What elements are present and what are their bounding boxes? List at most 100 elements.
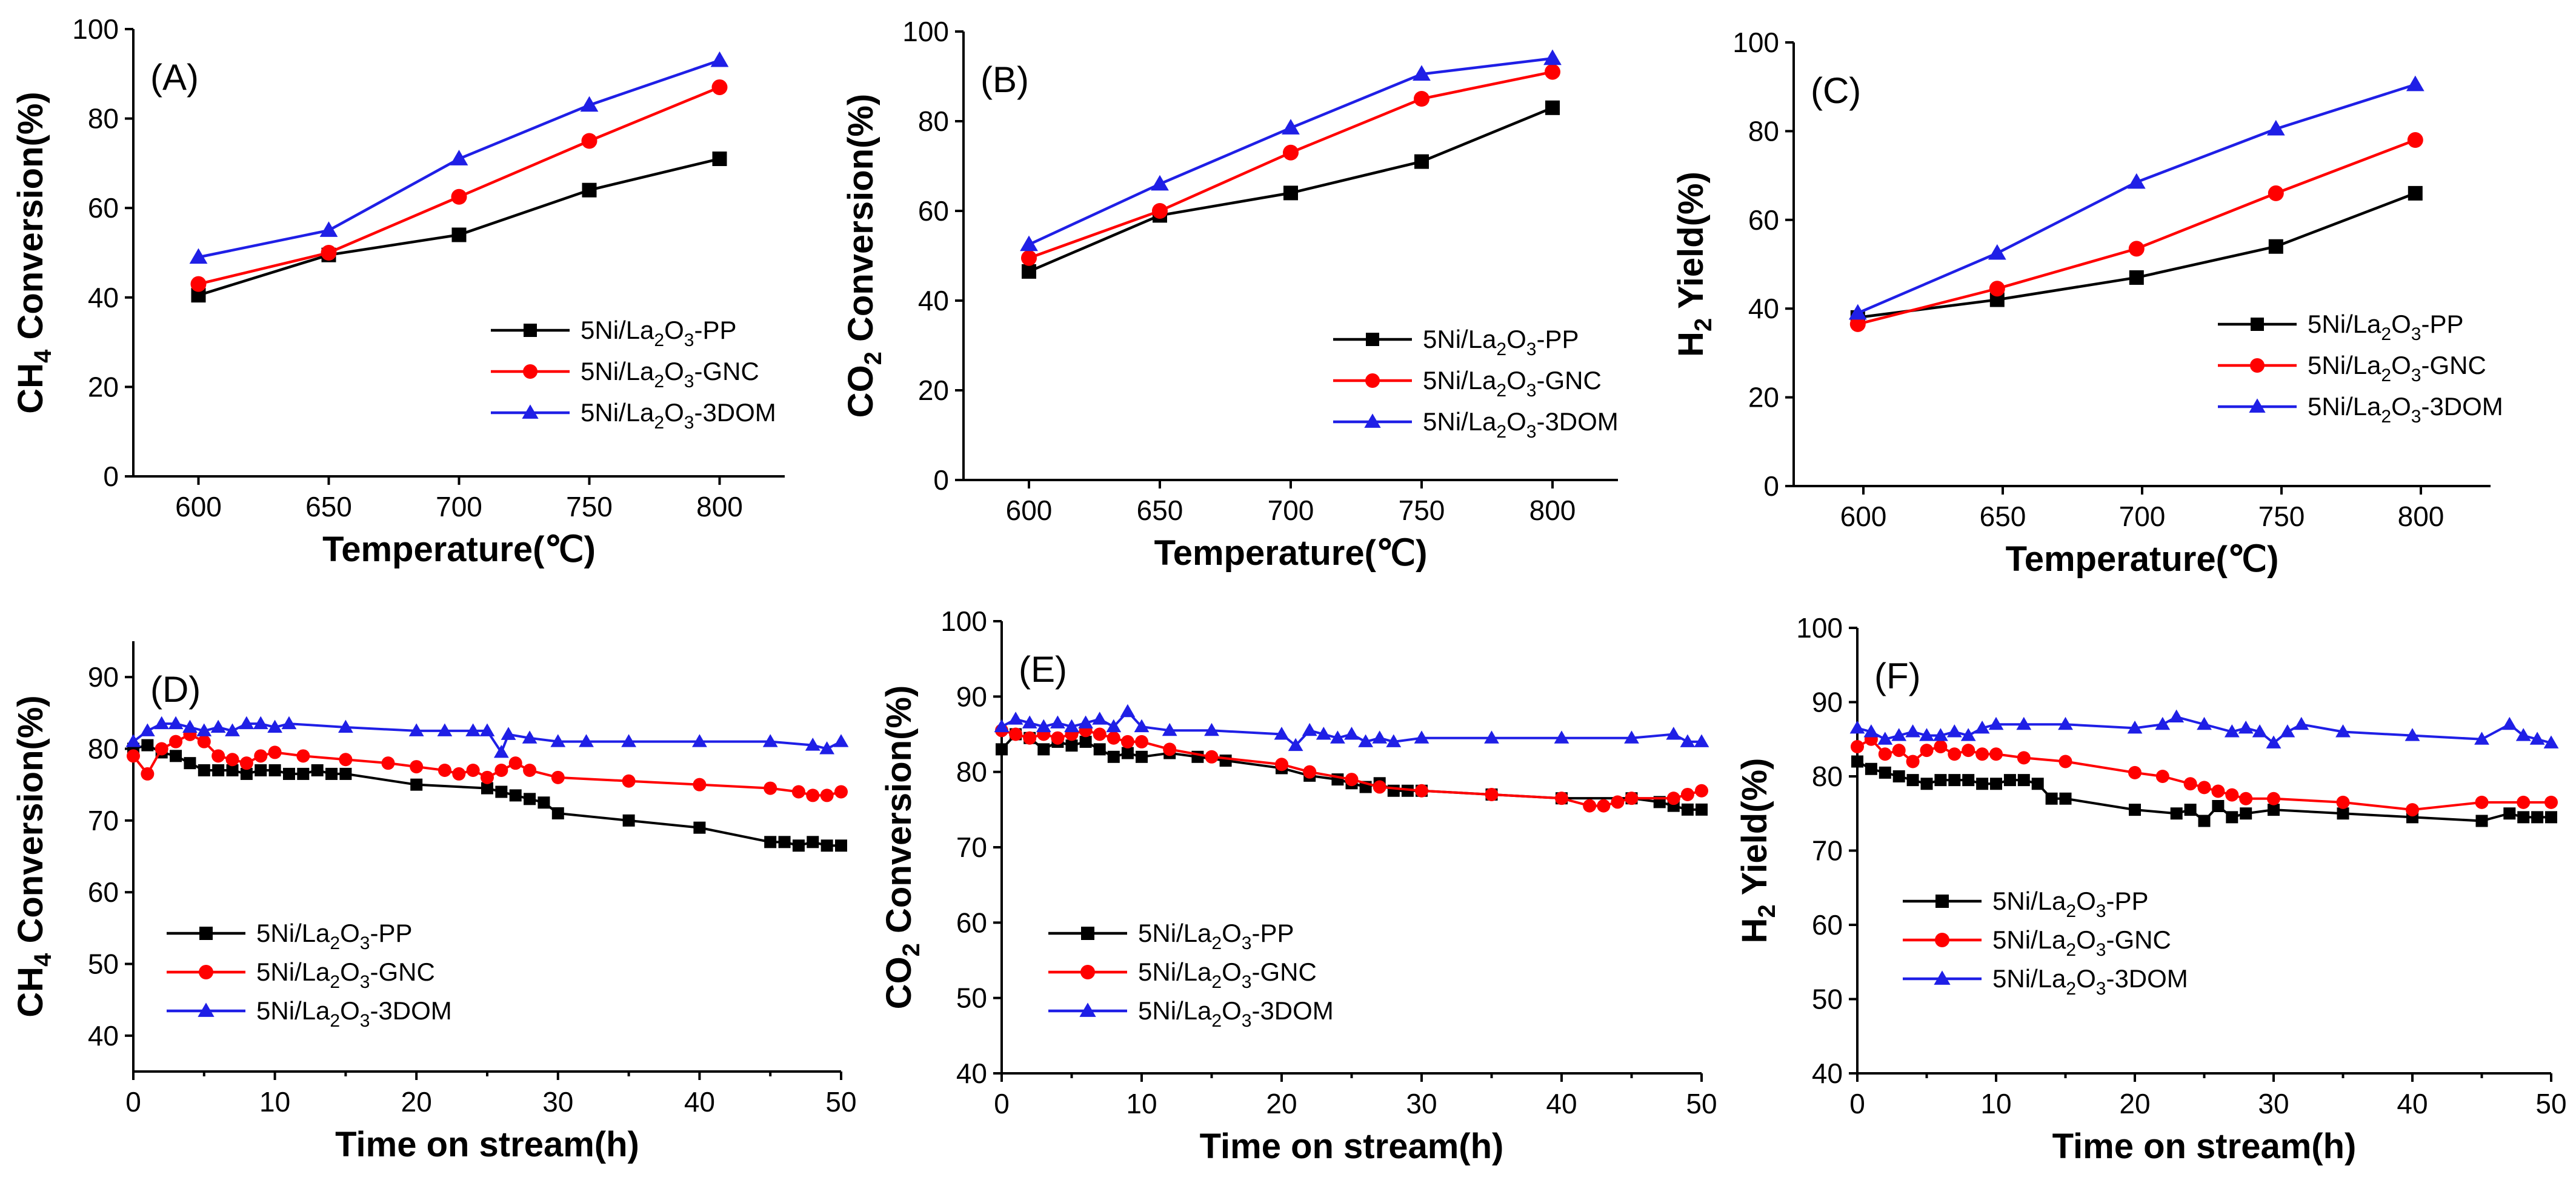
legend-entry-gnc: 5Ni/La2O3-GNC: [2218, 351, 2486, 385]
data-point: [1879, 766, 1891, 779]
y-tick-label: 40: [1748, 293, 1779, 324]
data-point: [155, 742, 168, 756]
data-point: [1695, 784, 1708, 798]
data-point: [522, 730, 537, 744]
y-tick-label: 80: [956, 756, 987, 788]
data-point: [410, 778, 423, 791]
legend-marker: [522, 404, 539, 419]
y-tick-label: 100: [940, 605, 987, 637]
data-point: [711, 79, 728, 95]
x-axis-title: Temperature(℃): [1154, 533, 1428, 573]
data-point: [1877, 732, 1893, 745]
x-axis-title: Temperature(℃): [322, 530, 596, 569]
data-point: [481, 782, 493, 795]
data-point: [225, 753, 239, 767]
legend-entry-gnc: 5Ni/La2O3-GNC: [491, 357, 759, 392]
legend-label: 5Ni/La2O3-GNC: [2308, 351, 2486, 385]
data-point: [509, 789, 522, 802]
data-point: [1163, 742, 1177, 756]
data-point: [1906, 755, 1920, 768]
x-axis-title: Time on stream(h): [2052, 1127, 2357, 1166]
legend-entry-dom: 5Ni/La2O3-3DOM: [1903, 964, 2188, 999]
data-point: [1275, 758, 1288, 772]
data-point: [1484, 730, 1499, 744]
data-point: [1413, 65, 1431, 81]
data-point: [479, 723, 495, 736]
y-tick-label: 0: [103, 461, 119, 492]
data-point: [1920, 744, 1934, 758]
x-tick-label: 700: [1268, 495, 1314, 526]
data-point: [169, 735, 183, 748]
legend-marker: [2251, 318, 2264, 331]
data-point: [1545, 64, 1560, 80]
data-point: [1892, 744, 1906, 758]
y-axis-title: CH4 Conversion(%): [11, 695, 56, 1017]
legend-marker: [1080, 965, 1095, 979]
y-tick-label: 0: [933, 464, 949, 496]
legend-marker: [199, 927, 213, 940]
data-point: [2252, 724, 2268, 738]
data-point: [1555, 792, 1568, 805]
data-point: [1036, 719, 1051, 733]
data-point: [807, 836, 819, 848]
panel-label: (E): [1019, 649, 1067, 690]
data-point: [1962, 774, 1975, 787]
x-tick-label: 800: [1529, 495, 1576, 526]
data-point: [319, 221, 338, 237]
legend-entry-dom: 5Ni/La2O3-3DOM: [167, 996, 452, 1031]
y-tick-label: 20: [88, 371, 119, 402]
y-tick-label: 60: [918, 195, 949, 227]
x-tick-label: 20: [401, 1086, 432, 1118]
data-point: [1920, 778, 1933, 790]
data-point: [994, 719, 1010, 733]
legend-marker: [1366, 333, 1379, 346]
data-point: [1345, 773, 1359, 787]
data-point: [267, 719, 282, 733]
x-tick-label: 40: [2397, 1088, 2428, 1119]
data-point: [551, 807, 564, 819]
y-tick-label: 50: [88, 948, 119, 980]
data-point: [834, 785, 848, 799]
data-point: [579, 734, 594, 747]
data-point: [819, 741, 835, 755]
data-point: [1976, 778, 1989, 790]
data-point: [1989, 281, 2005, 297]
y-tick-label: 100: [1732, 27, 1779, 58]
data-point: [2170, 807, 2183, 820]
data-point: [125, 734, 141, 747]
data-point: [2226, 811, 2238, 824]
data-point: [1851, 740, 1864, 753]
legend-marker: [2249, 398, 2266, 413]
y-tick-label: 0: [1763, 470, 1779, 502]
data-point: [2475, 795, 2489, 809]
data-point: [710, 51, 729, 67]
data-point: [2017, 774, 2030, 787]
data-point: [1302, 722, 1317, 736]
data-point: [1023, 731, 1037, 745]
data-point: [1107, 750, 1120, 763]
legend-entry-gnc: 5Ni/La2O3-GNC: [1333, 366, 1602, 401]
data-point: [254, 749, 268, 763]
data-point: [494, 764, 508, 777]
data-point: [2405, 728, 2420, 741]
y-tick-label: 40: [1812, 1058, 1843, 1089]
data-point: [268, 764, 281, 776]
series-dom: [1020, 49, 1562, 252]
data-point: [2129, 804, 2141, 816]
data-point: [1919, 728, 1934, 741]
data-point: [1303, 765, 1317, 779]
data-point: [452, 767, 466, 781]
y-tick-label: 20: [1748, 382, 1779, 413]
legend: 5Ni/La2O3-PP 5Ni/La2O3-GNC 5Ni/La2O3-3DOM: [2218, 310, 2503, 427]
data-point: [1680, 787, 1694, 801]
data-point: [1906, 774, 1919, 787]
x-tick-label: 600: [1006, 495, 1053, 526]
legend-entry-gnc: 5Ni/La2O3-GNC: [1048, 958, 1317, 992]
data-point: [1316, 727, 1331, 740]
legend-entry-pp: 5Ni/La2O3-PP: [2218, 310, 2463, 344]
data-point: [1414, 91, 1429, 107]
data-point: [1934, 774, 1947, 787]
x-tick-label: 30: [1406, 1088, 1437, 1119]
data-point: [182, 719, 198, 733]
legend-label: 5Ni/La2O3-PP: [581, 316, 736, 350]
